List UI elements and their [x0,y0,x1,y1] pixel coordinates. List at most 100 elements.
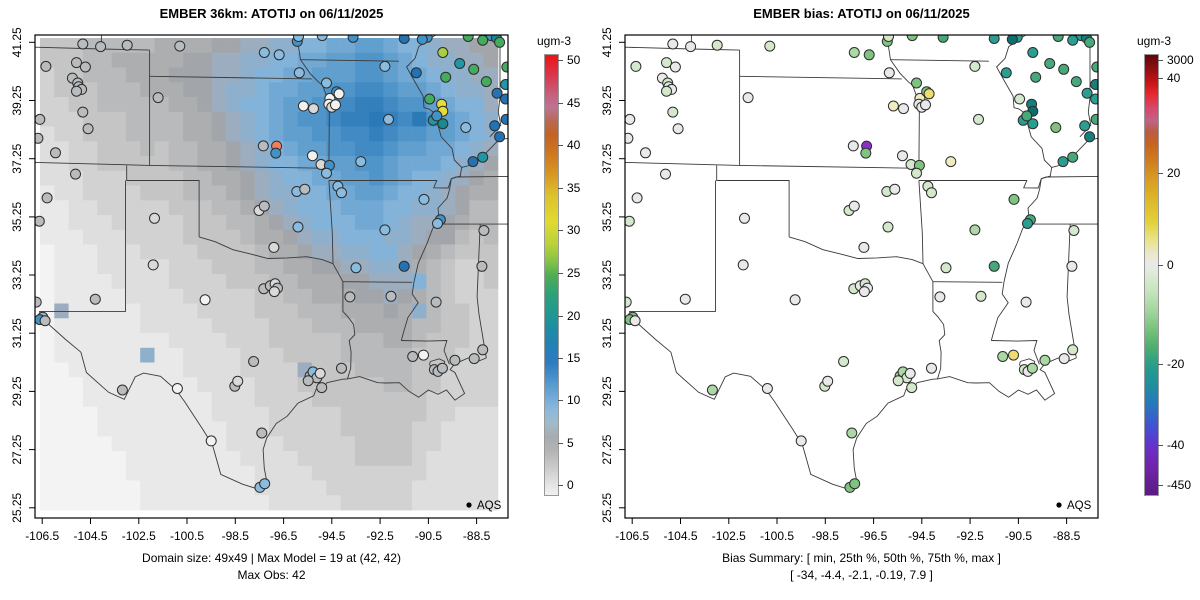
station-dot [923,88,935,100]
station-dot [848,200,860,212]
station-dot [35,296,42,308]
x-tick-label: -88.5 [1053,529,1081,543]
station-dot [205,435,217,447]
border-ms_al_east [1066,224,1077,359]
border-ia_south [300,59,399,62]
station-dot [789,294,801,306]
station-dot [1067,35,1079,46]
station-dot [258,47,270,58]
station-dot [1020,296,1032,308]
station-dot [969,224,981,236]
bias-colorbar-unit-label: ugm-3 [1137,34,1172,48]
station-dot [920,99,931,111]
y-tick-label: 33.25 [10,260,24,290]
border-mo_river_west [882,35,920,169]
colorbar-tick [1158,172,1163,174]
station-dot [501,61,508,73]
border-ms_al_east [476,224,487,359]
station-dot [737,259,749,271]
station-dot [906,382,918,394]
colorbar-tick-label: 25 [567,265,581,280]
border-la_north [342,281,413,283]
station-dot [1022,218,1033,229]
station-dot [761,383,773,394]
y-tick-label: 25.25 [600,492,614,522]
border-ms_river_upper [996,35,1053,180]
station-dot [661,57,672,69]
colorbar-tick-label: 3000 [1167,53,1194,68]
border-ne_co_north [625,46,740,51]
y-tick-label: 27.25 [600,434,614,464]
border-la_west [342,281,356,380]
x-tick-label: -94.5 [908,529,936,543]
colorbar-tick [558,357,563,359]
station-dot [904,367,916,379]
station-dot [1027,47,1039,58]
station-dot [631,192,643,204]
y-tick-label: 29.25 [10,376,24,406]
station-dot [344,291,356,303]
station-dot [293,35,304,42]
station-dot [257,140,269,152]
border-ar_west [922,263,934,282]
station-dot [1021,110,1033,122]
station-dot [629,315,641,327]
station-dot [121,39,133,51]
station-dot [1058,353,1070,365]
station-dot [630,60,642,72]
station-dot [347,35,359,43]
x-tick-label: -90.5 [415,529,443,543]
station-dot [661,85,672,97]
station-dot [321,167,332,179]
colorbar-tick-label: 40 [1167,70,1181,85]
station-dot [302,375,314,387]
station-dot [887,100,899,112]
model-colorbar: ugm-3 50 45 40 35 30 25 20 15 10 5 0 [537,34,607,524]
station-dot [431,110,443,122]
station-dot [336,187,347,199]
station-dot [706,384,718,396]
station-dot [336,362,347,374]
y-tick-label: 31.25 [10,318,24,348]
x-tick-label: -96.5 [860,529,888,543]
colorbar-tick-label: 40 [567,138,581,153]
x-tick-label: -104.5 [663,529,697,543]
state-borders [35,35,508,490]
station-dot [454,58,466,69]
station-dot [410,67,422,79]
x-tick-label: -92.5 [956,529,984,543]
y-tick-label: 37.25 [600,143,614,173]
border-ar_west [332,263,344,282]
station-dot [640,147,651,159]
model-caption-domain: Domain size: 49x49 | Max Model = 19 at (… [142,551,401,565]
station-dot [379,224,391,236]
station-dot [1052,35,1064,42]
station-dot [256,427,268,439]
model-colorbar-unit-label: ugm-3 [537,34,572,48]
x-tick-label: -98.5 [812,529,840,543]
station-dot [500,79,508,90]
colorbar-tick-label: 50 [567,53,581,68]
station-dot [147,259,159,271]
station-dot [171,383,183,394]
model-panel-title: EMBER 36km: ATOTIJ on 06/11/2025 [159,6,384,21]
border-ia_south [890,59,989,62]
station-dot [174,40,186,52]
station-dot [892,375,904,387]
colorbar-tick-label: -450 [1167,478,1192,493]
x-tick-label: -96.5 [270,529,298,543]
station-dot [116,384,128,396]
station-dot [1026,362,1038,374]
station-dot [35,215,45,227]
station-dot [625,132,634,144]
station-dot [997,351,1009,362]
y-tick-label: 29.25 [600,376,614,406]
station-dot [491,87,503,99]
station-dot [152,92,164,104]
station-dot [1090,79,1098,90]
colorbar-tick-label: 45 [567,96,581,110]
station-dot [625,113,636,125]
station-dot [330,99,341,111]
y-tick-label: 25.25 [10,492,24,522]
station-dot [258,200,270,212]
